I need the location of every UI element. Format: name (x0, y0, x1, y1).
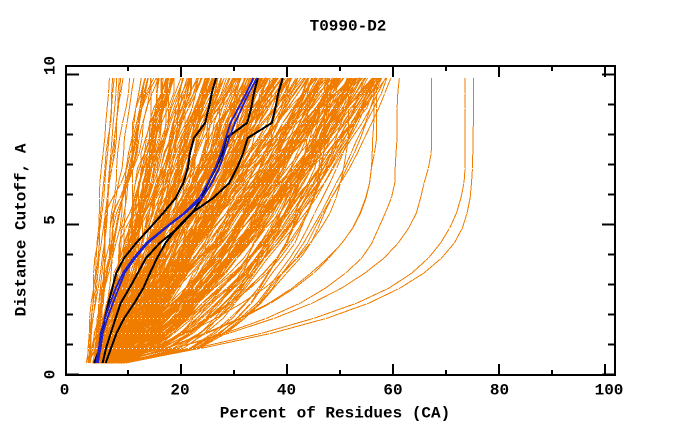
svg-text:10: 10 (42, 56, 60, 75)
svg-text:Percent of Residues (CA): Percent of Residues (CA) (220, 405, 450, 423)
svg-text:Distance Cutoff, A: Distance Cutoff, A (13, 143, 31, 316)
svg-text:40: 40 (277, 382, 296, 400)
svg-text:20: 20 (170, 382, 189, 400)
svg-text:100: 100 (595, 382, 624, 400)
svg-text:5: 5 (42, 215, 60, 225)
svg-text:80: 80 (490, 382, 509, 400)
svg-text:T0990-D2: T0990-D2 (310, 18, 387, 36)
svg-text:60: 60 (383, 382, 402, 400)
svg-text:0: 0 (42, 370, 60, 380)
svg-text:0: 0 (60, 382, 70, 400)
